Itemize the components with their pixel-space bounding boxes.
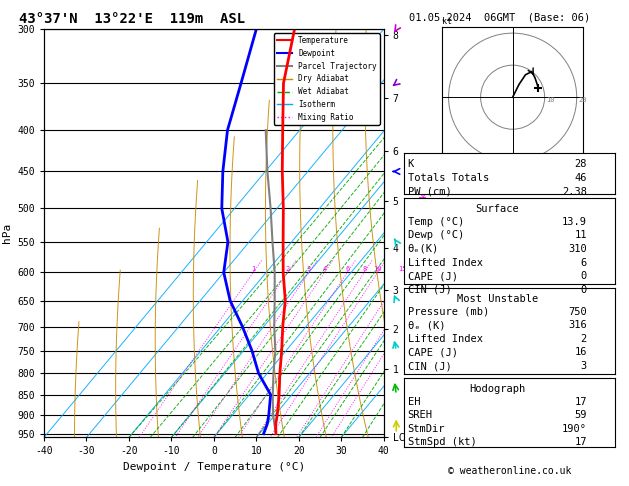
Text: Dewp (°C): Dewp (°C)	[408, 230, 464, 241]
Text: Hodograph: Hodograph	[469, 384, 525, 394]
Text: 3: 3	[581, 361, 587, 371]
Text: 1: 1	[251, 266, 255, 273]
Text: 6: 6	[345, 266, 350, 273]
Text: 4: 4	[323, 266, 326, 273]
Text: Surface: Surface	[476, 204, 519, 214]
Text: 750: 750	[568, 307, 587, 317]
Text: 310: 310	[568, 244, 587, 254]
Text: Mixing Ratio (g/kg): Mixing Ratio (g/kg)	[420, 182, 429, 284]
Text: 20: 20	[416, 266, 425, 273]
Text: 190°: 190°	[562, 424, 587, 434]
Text: StmSpd (kt): StmSpd (kt)	[408, 437, 476, 448]
Text: 15: 15	[398, 266, 407, 273]
Text: kt: kt	[442, 17, 452, 26]
Text: StmDir: StmDir	[408, 424, 445, 434]
Text: 2.38: 2.38	[562, 187, 587, 197]
Text: CIN (J): CIN (J)	[408, 361, 452, 371]
Text: 316: 316	[568, 320, 587, 330]
Text: 6: 6	[581, 258, 587, 268]
Text: 46: 46	[574, 173, 587, 183]
X-axis label: Dewpoint / Temperature (°C): Dewpoint / Temperature (°C)	[123, 462, 305, 472]
Text: © weatheronline.co.uk: © weatheronline.co.uk	[448, 466, 571, 476]
Text: 16: 16	[574, 347, 587, 358]
Text: SREH: SREH	[408, 410, 433, 420]
Text: 20: 20	[578, 97, 587, 103]
Text: θₑ (K): θₑ (K)	[408, 320, 445, 330]
Y-axis label: hPa: hPa	[2, 223, 12, 243]
Text: PW (cm): PW (cm)	[408, 187, 452, 197]
Text: 25: 25	[431, 266, 440, 273]
Text: 13.9: 13.9	[562, 217, 587, 227]
Text: 01.05.2024  06GMT  (Base: 06): 01.05.2024 06GMT (Base: 06)	[409, 12, 591, 22]
Text: 10: 10	[373, 266, 382, 273]
Text: θₑ(K): θₑ(K)	[408, 244, 439, 254]
Y-axis label: km
ASL: km ASL	[413, 233, 430, 255]
Text: 0: 0	[581, 271, 587, 281]
Text: 17: 17	[574, 397, 587, 407]
Text: Lifted Index: Lifted Index	[408, 334, 482, 344]
Text: Lifted Index: Lifted Index	[408, 258, 482, 268]
Text: 59: 59	[574, 410, 587, 420]
Text: 8: 8	[362, 266, 366, 273]
Text: K: K	[408, 159, 414, 170]
Text: Most Unstable: Most Unstable	[457, 294, 538, 304]
Text: CAPE (J): CAPE (J)	[408, 271, 457, 281]
Text: 43°37'N  13°22'E  119m  ASL: 43°37'N 13°22'E 119m ASL	[19, 12, 245, 26]
Text: 17: 17	[574, 437, 587, 448]
Text: CIN (J): CIN (J)	[408, 285, 452, 295]
Text: CAPE (J): CAPE (J)	[408, 347, 457, 358]
Text: 10: 10	[546, 97, 555, 103]
Text: 0: 0	[581, 285, 587, 295]
Text: 3: 3	[307, 266, 311, 273]
Text: 28: 28	[574, 159, 587, 170]
Text: 2: 2	[286, 266, 290, 273]
Legend: Temperature, Dewpoint, Parcel Trajectory, Dry Adiabat, Wet Adiabat, Isotherm, Mi: Temperature, Dewpoint, Parcel Trajectory…	[274, 33, 380, 125]
Text: Temp (°C): Temp (°C)	[408, 217, 464, 227]
Text: Totals Totals: Totals Totals	[408, 173, 489, 183]
Text: 11: 11	[574, 230, 587, 241]
Text: EH: EH	[408, 397, 420, 407]
Text: 2: 2	[581, 334, 587, 344]
Text: Pressure (mb): Pressure (mb)	[408, 307, 489, 317]
